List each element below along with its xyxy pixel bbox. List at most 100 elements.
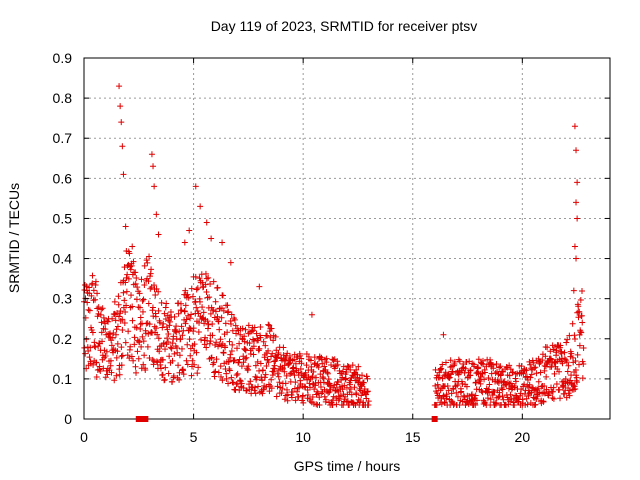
data-point bbox=[489, 392, 496, 399]
data-point bbox=[288, 394, 295, 401]
data-point bbox=[94, 305, 101, 312]
data-point bbox=[320, 375, 327, 382]
data-point bbox=[309, 373, 316, 380]
data-point bbox=[129, 317, 136, 324]
data-point bbox=[183, 316, 190, 323]
data-point bbox=[278, 389, 285, 396]
data-point bbox=[310, 368, 317, 375]
y-tick-label: 0.8 bbox=[53, 90, 73, 106]
data-point bbox=[214, 313, 221, 320]
data-point bbox=[114, 323, 121, 330]
data-point bbox=[315, 364, 322, 371]
data-point bbox=[153, 358, 160, 365]
data-point bbox=[556, 368, 563, 375]
data-point bbox=[211, 373, 218, 380]
data-point bbox=[324, 370, 331, 377]
data-point bbox=[157, 365, 164, 372]
data-point bbox=[97, 311, 104, 318]
data-point bbox=[188, 285, 195, 292]
data-point bbox=[268, 385, 275, 392]
data-point bbox=[279, 385, 286, 392]
data-point bbox=[532, 364, 539, 371]
data-point bbox=[138, 276, 145, 283]
data-point bbox=[128, 292, 135, 299]
data-point bbox=[118, 119, 125, 126]
data-point bbox=[129, 243, 136, 250]
data-point bbox=[132, 269, 139, 276]
data-point bbox=[257, 334, 264, 341]
data-point bbox=[196, 319, 203, 326]
data-point bbox=[444, 383, 451, 390]
data-point bbox=[231, 316, 238, 323]
data-point bbox=[121, 264, 128, 271]
y-tick-label: 0.2 bbox=[53, 331, 73, 347]
data-point bbox=[205, 274, 212, 281]
data-point bbox=[342, 375, 349, 382]
data-point bbox=[532, 401, 539, 408]
data-point bbox=[238, 363, 245, 370]
data-point bbox=[168, 345, 175, 352]
data-point bbox=[265, 321, 272, 328]
data-point bbox=[246, 381, 253, 388]
data-point bbox=[132, 280, 139, 287]
data-point bbox=[140, 338, 147, 345]
data-point bbox=[89, 272, 96, 279]
data-point bbox=[178, 345, 185, 352]
data-point bbox=[108, 369, 115, 376]
x-tick-label: 10 bbox=[295, 429, 311, 445]
data-point bbox=[163, 300, 170, 307]
data-point bbox=[217, 363, 224, 370]
data-point bbox=[537, 369, 544, 376]
data-point bbox=[139, 297, 146, 304]
data-point bbox=[436, 369, 443, 376]
data-point bbox=[499, 393, 506, 400]
data-point bbox=[180, 371, 187, 378]
data-point bbox=[175, 362, 182, 369]
data-point bbox=[161, 377, 168, 384]
data-point bbox=[242, 326, 249, 333]
data-point bbox=[158, 299, 165, 306]
data-point bbox=[454, 393, 461, 400]
data-point bbox=[104, 371, 111, 378]
data-point bbox=[241, 333, 248, 340]
data-point bbox=[133, 324, 140, 331]
data-point bbox=[210, 359, 217, 366]
x-tick-label: 5 bbox=[190, 429, 198, 445]
data-point bbox=[192, 273, 199, 280]
data-point bbox=[136, 339, 143, 346]
data-point bbox=[238, 380, 245, 387]
data-point bbox=[212, 308, 219, 315]
data-point bbox=[203, 288, 210, 295]
data-point bbox=[250, 343, 257, 350]
data-point bbox=[225, 308, 232, 315]
data-point bbox=[167, 308, 174, 315]
data-point bbox=[93, 373, 100, 380]
data-point bbox=[475, 356, 482, 363]
data-point bbox=[85, 306, 92, 313]
data-point bbox=[442, 369, 449, 376]
data-point bbox=[571, 243, 578, 250]
data-point bbox=[237, 378, 244, 385]
data-point bbox=[340, 401, 347, 408]
data-point bbox=[226, 367, 233, 374]
data-point bbox=[303, 362, 310, 369]
data-point bbox=[176, 328, 183, 335]
data-point bbox=[131, 341, 138, 348]
data-point bbox=[531, 365, 538, 372]
data-point bbox=[281, 362, 288, 369]
data-point bbox=[194, 307, 201, 314]
data-point bbox=[257, 323, 264, 330]
data-point bbox=[481, 376, 488, 383]
data-point bbox=[454, 382, 461, 389]
data-point bbox=[571, 383, 578, 390]
data-point bbox=[473, 397, 480, 404]
data-point bbox=[463, 358, 470, 365]
data-point bbox=[86, 307, 93, 314]
data-point bbox=[576, 308, 583, 315]
data-point bbox=[222, 320, 229, 327]
data-point bbox=[493, 360, 500, 367]
data-point bbox=[207, 338, 214, 345]
data-point bbox=[103, 348, 110, 355]
data-point bbox=[145, 330, 152, 337]
data-point bbox=[127, 343, 134, 350]
